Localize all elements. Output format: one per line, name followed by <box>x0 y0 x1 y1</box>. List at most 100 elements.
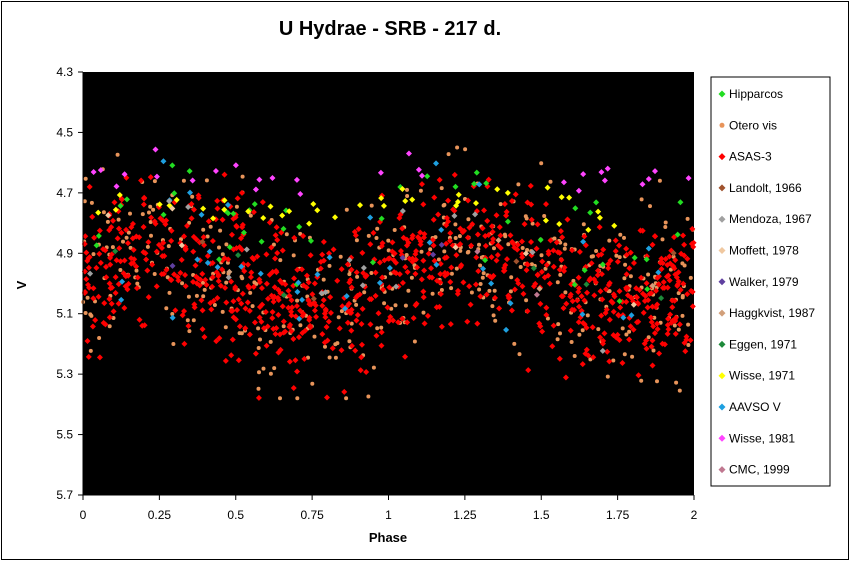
data-point <box>649 362 656 369</box>
data-point <box>663 225 668 229</box>
data-point <box>574 297 581 304</box>
data-point <box>295 279 302 286</box>
data-point <box>291 253 296 258</box>
data-point <box>403 303 408 308</box>
y-tick-label: 4.3 <box>56 65 73 79</box>
data-point <box>603 286 610 293</box>
data-point <box>644 304 651 311</box>
data-point <box>333 355 338 360</box>
data-point <box>269 268 276 275</box>
data-point <box>126 230 131 235</box>
data-point <box>82 199 87 204</box>
data-point <box>293 303 300 310</box>
data-point <box>654 326 661 333</box>
data-point <box>386 265 393 272</box>
data-point <box>106 280 113 287</box>
legend-marker <box>718 403 726 411</box>
data-point <box>320 238 327 245</box>
legend-item: Mendoza, 1967 <box>718 212 812 226</box>
data-point <box>501 200 508 207</box>
legend-label: AAVSO V <box>729 400 781 414</box>
data-point <box>520 246 525 250</box>
data-point <box>280 292 287 299</box>
data-point <box>569 298 576 305</box>
data-point <box>414 264 421 271</box>
data-point <box>107 324 112 329</box>
data-point <box>676 291 681 296</box>
data-point <box>564 216 571 223</box>
data-point <box>307 237 314 244</box>
data-point <box>558 331 562 336</box>
data-point <box>532 280 539 287</box>
data-point <box>367 241 374 248</box>
data-point <box>229 336 236 343</box>
data-point <box>520 290 527 297</box>
legend-label: Wisse, 1981 <box>729 431 795 445</box>
data-point <box>277 331 284 338</box>
data-point <box>291 275 298 282</box>
data-point <box>347 339 352 344</box>
data-point <box>467 301 474 308</box>
data-point <box>93 264 100 271</box>
data-point <box>639 227 646 234</box>
data-point <box>438 226 445 233</box>
data-point <box>581 222 586 227</box>
data-point <box>399 315 406 322</box>
data-point <box>404 268 411 275</box>
data-point <box>434 277 441 284</box>
legend-item: ASAS-3 <box>718 150 772 164</box>
data-point <box>575 187 582 194</box>
data-point <box>248 290 253 295</box>
data-point <box>186 168 193 175</box>
data-point <box>587 209 594 216</box>
data-point <box>562 374 569 381</box>
data-point <box>375 226 380 231</box>
data-point <box>391 269 398 276</box>
data-point <box>663 220 668 225</box>
data-point <box>474 248 481 255</box>
data-point <box>420 257 427 264</box>
data-point <box>217 245 221 250</box>
data-point <box>598 271 605 278</box>
data-point <box>599 347 606 354</box>
data-point <box>133 285 140 292</box>
data-point <box>314 271 321 278</box>
data-point <box>410 315 417 322</box>
data-point <box>610 291 617 298</box>
data-point <box>168 227 175 234</box>
data-point <box>433 261 440 268</box>
data-point <box>418 188 423 193</box>
data-point <box>563 242 568 247</box>
data-point <box>201 333 208 340</box>
data-point <box>256 276 263 283</box>
data-point <box>405 150 412 157</box>
data-point <box>412 339 417 344</box>
data-point <box>198 211 205 218</box>
data-point <box>171 342 176 346</box>
data-point <box>299 296 306 303</box>
data-point <box>563 300 570 307</box>
data-point <box>214 197 221 204</box>
data-point <box>442 249 447 254</box>
data-point <box>136 234 143 241</box>
data-point <box>256 176 263 183</box>
data-point <box>556 249 563 256</box>
data-point <box>185 322 192 329</box>
data-point <box>616 288 623 295</box>
data-point <box>583 281 590 288</box>
data-point <box>447 230 454 237</box>
data-point <box>152 272 157 276</box>
data-point <box>682 263 687 268</box>
data-point <box>363 368 370 375</box>
data-point <box>258 285 265 292</box>
data-point <box>110 245 115 250</box>
legend-label: Haggkvist, 1987 <box>729 306 815 320</box>
series-landolt-1966 <box>199 238 677 302</box>
data-point <box>420 201 427 208</box>
data-point <box>380 202 387 209</box>
data-point <box>640 309 647 316</box>
data-point <box>124 235 129 240</box>
data-point <box>109 284 116 291</box>
data-point <box>550 247 557 254</box>
